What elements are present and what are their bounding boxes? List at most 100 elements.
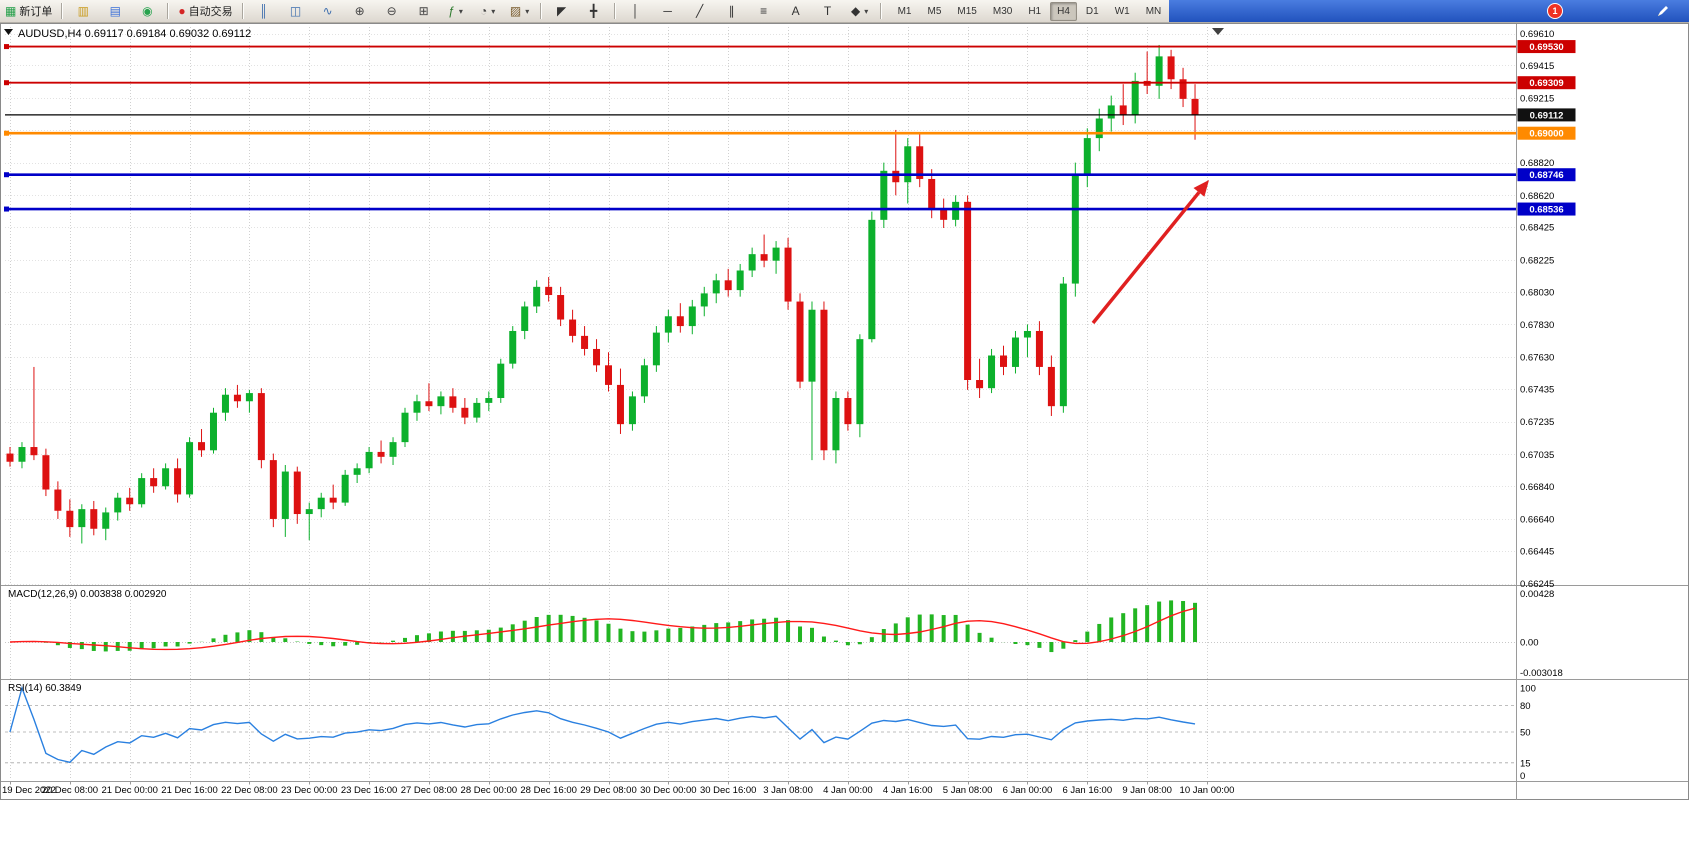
horizontal-line-button[interactable]: ─ xyxy=(653,1,683,21)
zoom-out-button[interactable]: ⊖ xyxy=(377,1,407,21)
notification-badge[interactable]: 1 xyxy=(1547,3,1563,19)
svg-text:0: 0 xyxy=(1520,771,1525,782)
time-axis: 19 Dec 202220 Dec 08:0021 Dec 00:0021 De… xyxy=(2,781,1235,796)
toolbar-separator xyxy=(539,3,542,19)
candle-body xyxy=(174,468,182,495)
tile-windows-button[interactable]: ⊞ xyxy=(409,1,439,21)
candle-body xyxy=(832,397,840,451)
svg-text:0.69610: 0.69610 xyxy=(1520,29,1554,40)
candle-body xyxy=(868,219,876,340)
candle-body xyxy=(593,348,601,366)
hline-handle[interactable] xyxy=(4,172,9,178)
candle-body xyxy=(509,330,517,364)
hline-handle[interactable] xyxy=(4,80,9,86)
timeframe-m30-button[interactable]: M30 xyxy=(992,5,1013,17)
new-order-label: 新订单 xyxy=(19,6,53,18)
shapes-button[interactable]: ◆ ▾ xyxy=(845,1,875,21)
candle-body xyxy=(964,201,972,381)
candle-body xyxy=(42,455,50,490)
svg-text:0.66245: 0.66245 xyxy=(1520,579,1554,590)
svg-text:0.68746: 0.68746 xyxy=(1529,170,1563,181)
svg-text:0.67435: 0.67435 xyxy=(1520,385,1554,396)
new-order-button[interactable]: ▦ 新订单 xyxy=(1,1,56,21)
edit-pencil-icon[interactable] xyxy=(1656,4,1670,23)
candle-body xyxy=(18,447,26,462)
candle-body xyxy=(401,412,409,443)
chart-shift-marker-icon[interactable] xyxy=(1212,28,1224,35)
svg-text:0.00428: 0.00428 xyxy=(1520,589,1554,600)
timeframe-m5-button[interactable]: M5 xyxy=(927,5,942,17)
hline-handle[interactable] xyxy=(4,130,9,136)
grid xyxy=(5,27,1516,780)
text-label-button[interactable]: T xyxy=(813,1,843,21)
profiles-button[interactable]: ▤ xyxy=(100,1,130,21)
toolbar-separator xyxy=(167,3,170,19)
trendline-button[interactable]: ╱ xyxy=(685,1,715,21)
candle-body xyxy=(533,286,541,307)
periods-button[interactable]: ◔ ▾ xyxy=(473,1,503,21)
timeframe-m1-button[interactable]: M1 xyxy=(897,5,912,17)
candle-body xyxy=(461,407,469,418)
candle-body xyxy=(162,468,170,487)
svg-text:3 Jan 08:00: 3 Jan 08:00 xyxy=(763,785,813,796)
crosshair-button[interactable]: ╋ xyxy=(579,1,609,21)
candle-body xyxy=(1011,337,1019,367)
vertical-line-button[interactable]: │ xyxy=(621,1,651,21)
candle-body xyxy=(293,471,301,515)
svg-text:21 Dec 16:00: 21 Dec 16:00 xyxy=(161,785,218,796)
price-axis-drag-zone[interactable] xyxy=(1517,27,1687,779)
text-button[interactable]: A xyxy=(781,1,811,21)
timeframe-d1-button[interactable]: D1 xyxy=(1085,5,1099,17)
templates-button[interactable]: ▨ ▾ xyxy=(505,1,535,21)
candle-body xyxy=(521,306,529,331)
cursor-button[interactable]: ◤ xyxy=(547,1,577,21)
candle-body xyxy=(760,254,768,261)
candle-body xyxy=(78,509,86,528)
candle-body xyxy=(377,451,385,457)
autotrading-icon: ● xyxy=(178,4,186,18)
candle-body xyxy=(1023,330,1031,338)
svg-text:30 Dec 00:00: 30 Dec 00:00 xyxy=(640,785,697,796)
templates-icon: ▨ xyxy=(509,4,522,18)
candle-body xyxy=(138,478,146,505)
vertical-line-icon: │ xyxy=(631,4,640,18)
candle-body xyxy=(844,397,852,425)
autotrading-button[interactable]: ● 自动交易 xyxy=(174,1,236,21)
bar-chart-button[interactable]: ║ xyxy=(249,1,279,21)
periods-dropdown-caret: ▾ xyxy=(491,6,496,16)
candle-body xyxy=(652,332,660,366)
toolbar-separator xyxy=(613,3,616,19)
toolbar-blue-filler xyxy=(1169,0,1689,22)
svg-text:29 Dec 08:00: 29 Dec 08:00 xyxy=(580,785,637,796)
hline-handle[interactable] xyxy=(4,44,9,50)
candle-body xyxy=(269,460,277,519)
svg-text:23 Dec 00:00: 23 Dec 00:00 xyxy=(281,785,338,796)
candle-body xyxy=(473,402,481,418)
toolbar-separator xyxy=(879,3,882,19)
text-label-icon: T xyxy=(823,4,832,18)
timeframe-h4-button[interactable]: H4 xyxy=(1050,1,1077,21)
time-axis-drag-zone[interactable] xyxy=(1,782,1515,799)
line-chart-button[interactable]: ∿ xyxy=(313,1,343,21)
candle-body xyxy=(245,393,253,402)
trend-arrow-annotation[interactable] xyxy=(1091,180,1209,325)
zoom-in-button[interactable]: ⊕ xyxy=(345,1,375,21)
indicators-button[interactable]: ƒ ▾ xyxy=(441,1,471,21)
candle-body xyxy=(1191,98,1199,116)
timeframe-h1-button[interactable]: H1 xyxy=(1028,5,1042,17)
candle-body xyxy=(90,509,98,529)
svg-text:10 Jan 00:00: 10 Jan 00:00 xyxy=(1180,785,1235,796)
candlestick-chart-button[interactable]: ◫ xyxy=(281,1,311,21)
timeframe-m15-button[interactable]: M15 xyxy=(957,5,977,17)
fibonacci-button[interactable]: ≡ xyxy=(749,1,779,21)
equidistant-channel-button[interactable]: ∥ xyxy=(717,1,747,21)
hline-handle[interactable] xyxy=(4,206,9,212)
candle-body xyxy=(497,363,505,398)
candle-body xyxy=(317,497,325,510)
metaeditor-button[interactable]: ◉ xyxy=(132,1,162,21)
svg-text:0.67035: 0.67035 xyxy=(1520,450,1554,461)
new-chart-button[interactable]: ▥ xyxy=(68,1,98,21)
timeframe-w1-button[interactable]: W1 xyxy=(1114,5,1130,17)
timeframe-mn-button[interactable]: MN xyxy=(1145,5,1162,17)
